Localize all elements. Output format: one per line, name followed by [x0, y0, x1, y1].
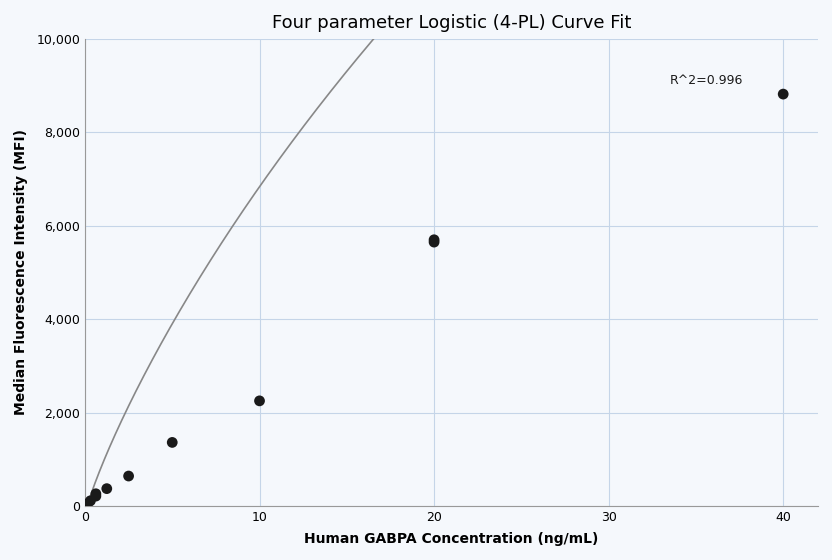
X-axis label: Human GABPA Concentration (ng/mL): Human GABPA Concentration (ng/mL)	[305, 532, 599, 546]
Point	[84, 496, 97, 505]
Point	[428, 237, 441, 246]
Point	[122, 472, 136, 480]
Title: Four parameter Logistic (4-PL) Curve Fit: Four parameter Logistic (4-PL) Curve Fit	[272, 14, 631, 32]
Point	[81, 499, 94, 508]
Point	[776, 90, 790, 99]
Text: R^2=0.996: R^2=0.996	[670, 74, 743, 87]
Point	[428, 235, 441, 244]
Point	[89, 492, 102, 501]
Y-axis label: Median Fluorescence Intensity (MFI): Median Fluorescence Intensity (MFI)	[14, 129, 28, 416]
Point	[253, 396, 266, 405]
Point	[89, 489, 102, 498]
Point	[166, 438, 179, 447]
Point	[100, 484, 113, 493]
